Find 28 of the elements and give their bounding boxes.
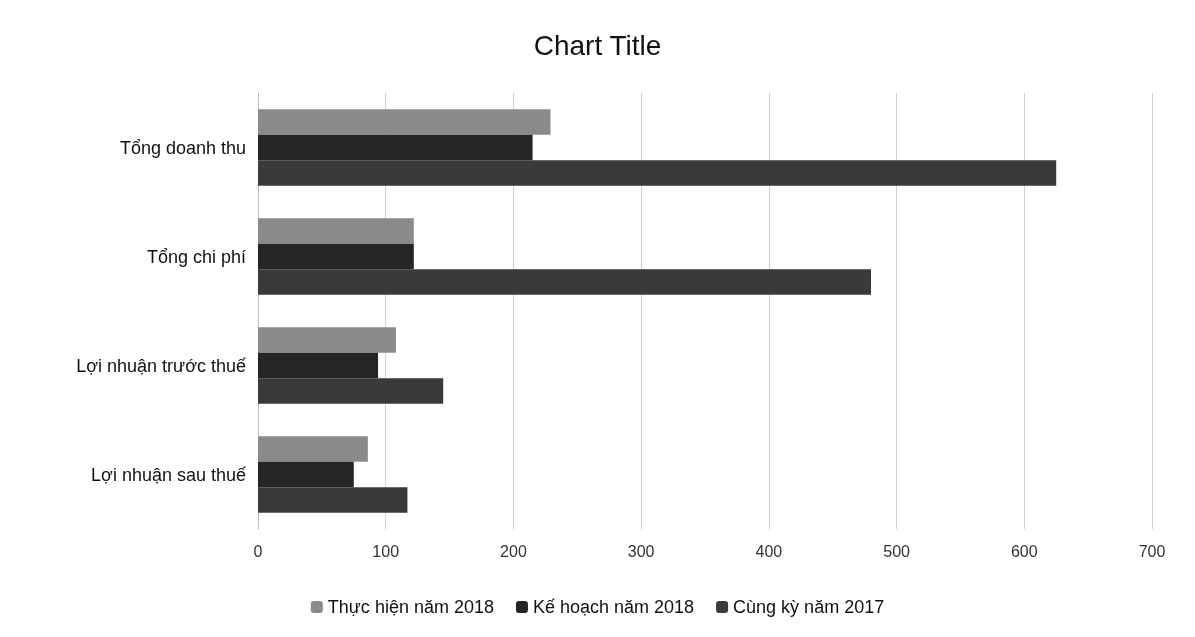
y-tick-label: Tổng doanh thu: [119, 137, 246, 158]
legend-label: Kế hoạch năm 2018: [532, 597, 695, 617]
y-tick-label: Lợi nhuận sau thuế: [91, 464, 246, 485]
bar: [258, 487, 408, 513]
y-tick-label: Lợi nhuận trước thuế: [76, 355, 246, 376]
bar: [258, 378, 444, 404]
bar: [258, 352, 379, 379]
bar: [258, 218, 414, 244]
x-tick-label: 100: [372, 542, 400, 560]
bar: [258, 160, 1057, 186]
bar: [258, 243, 414, 270]
x-tick-label: 600: [1010, 542, 1038, 560]
bar: [258, 134, 533, 161]
bar: [258, 327, 396, 353]
bar: [258, 436, 368, 462]
y-tick-label: Tổng chi phí: [146, 246, 246, 267]
x-tick-label: 300: [627, 542, 655, 560]
x-tick-label: 500: [883, 542, 911, 560]
chart-title: Chart Title: [533, 29, 662, 61]
x-tick-label: 400: [755, 542, 783, 560]
x-tick-label: 700: [1138, 542, 1166, 560]
bar: [258, 269, 872, 295]
x-tick-label: 0: [253, 542, 263, 560]
legend-label: Thực hiện năm 2018: [327, 597, 494, 617]
x-tick-label: 200: [500, 542, 527, 560]
bar: [258, 109, 551, 135]
legend-label: Cùng kỳ năm 2017: [733, 597, 885, 617]
bar: [258, 461, 354, 488]
